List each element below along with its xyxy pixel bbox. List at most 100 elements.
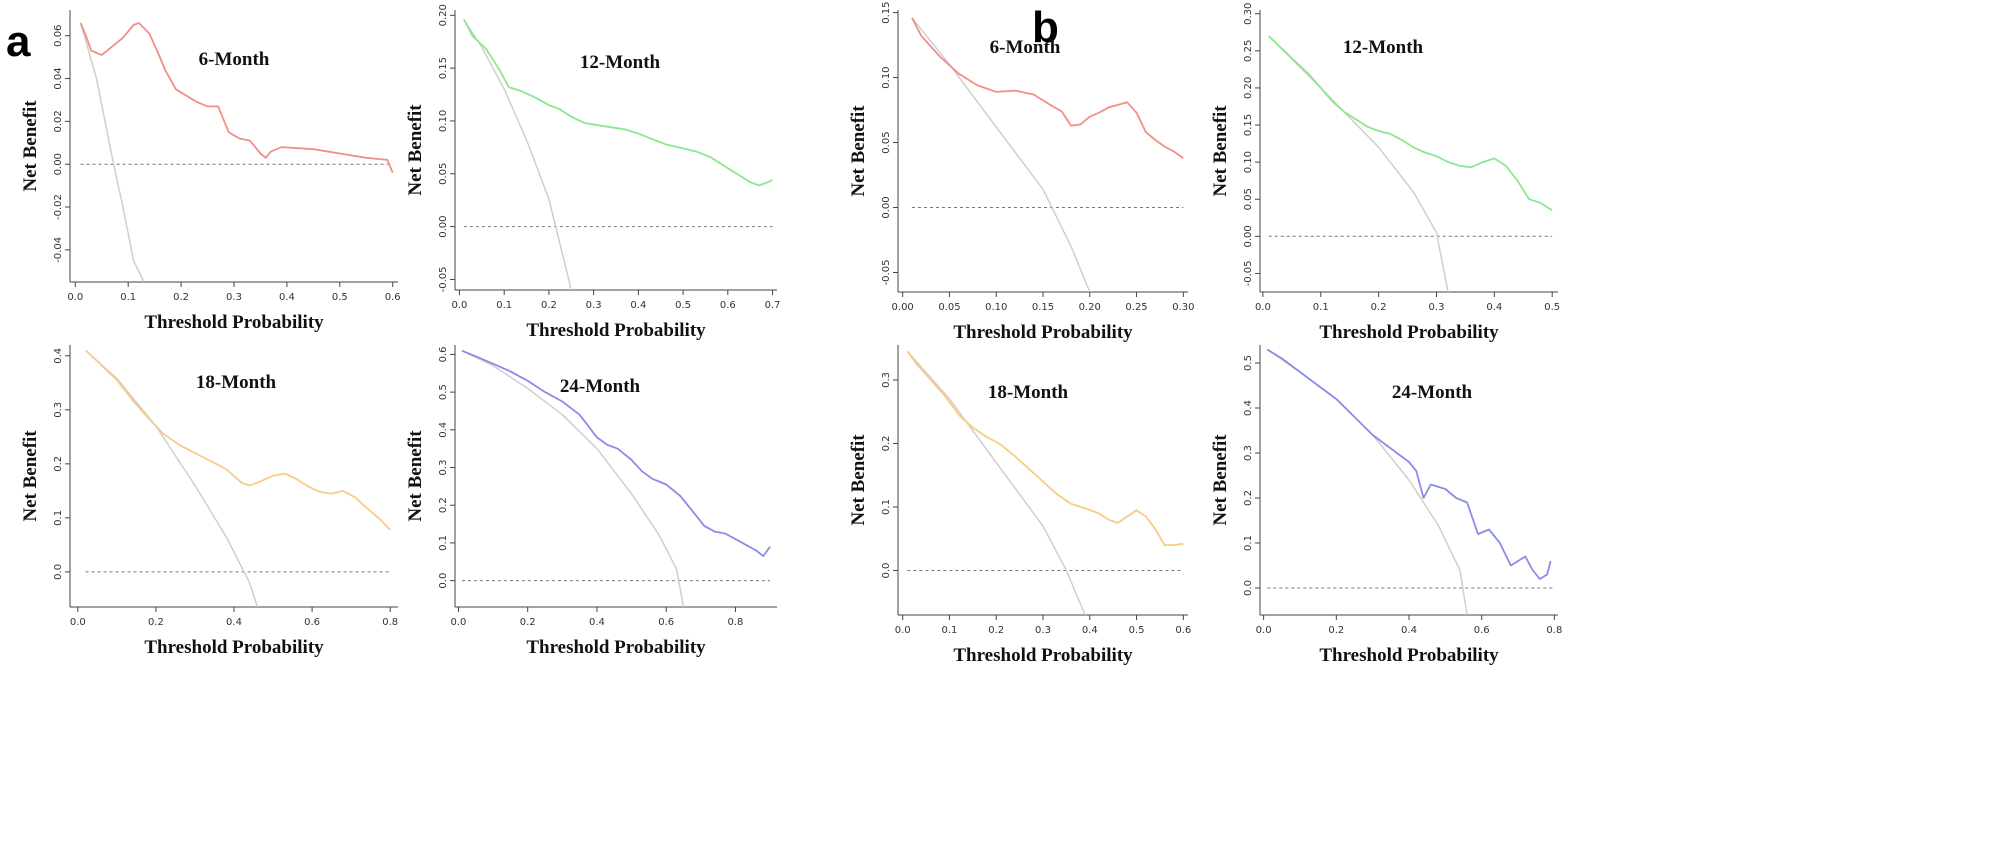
y-tick-label: 0.06 <box>53 25 64 47</box>
y-tick-label: 0.5 <box>1243 355 1254 371</box>
x-axis-title: Threshold Probability <box>526 320 706 341</box>
y-tick-label: 0.2 <box>881 436 892 452</box>
x-tick-label: 0.4 <box>1401 625 1417 636</box>
y-tick-label: 0.10 <box>438 110 449 132</box>
y-tick-label: 0.2 <box>438 497 449 513</box>
x-tick-label: 0.8 <box>727 617 743 628</box>
y-tick-label: 0.30 <box>1243 3 1254 25</box>
chart-a-18-month: 0.0 0.2 0.4 0.6 0.8 0.0 0.1 0.2 0.3 0.4 Threshold … <box>20 345 398 658</box>
y-tick-label: 0.15 <box>881 1 892 23</box>
x-tick-label: 0.20 <box>1079 302 1101 313</box>
x-tick-label: 0.7 <box>765 300 781 311</box>
y-tick-label: 0.3 <box>881 372 892 388</box>
x-tick-label: 0.2 <box>520 617 536 628</box>
x-tick-label: 0.05 <box>938 302 960 313</box>
x-tick-label: 0.4 <box>589 617 605 628</box>
series-line-treat-all <box>911 17 1091 292</box>
chart-title: 6-Month <box>199 49 270 70</box>
y-tick-label: 0.5 <box>438 384 449 400</box>
y-axis-title: Net Benefit <box>848 105 869 197</box>
x-tick-label: 0.0 <box>451 617 467 628</box>
y-tick-label: -0.05 <box>438 266 449 292</box>
x-tick-label: 0.6 <box>1474 625 1490 636</box>
series-line-treat-all <box>85 349 259 607</box>
series-line-model <box>461 349 771 557</box>
x-tick-label: 0.1 <box>496 300 512 311</box>
series-line-model <box>1266 348 1552 580</box>
charts-group: 0.0 0.1 0.2 0.3 0.4 0.5 0.6 -0.04 -0.02 0.00 0.02 0… <box>20 1 1562 666</box>
y-axis-title: Net Benefit <box>405 104 426 196</box>
x-tick-label: 0.00 <box>892 302 914 313</box>
chart-title: 12-Month <box>1343 37 1424 58</box>
x-tick-label: 0.25 <box>1125 302 1147 313</box>
x-axis-title: Threshold Probability <box>1319 322 1499 343</box>
x-tick-label: 0.5 <box>1129 625 1145 636</box>
x-tick-label: 0.30 <box>1172 302 1194 313</box>
y-tick-label: 0.1 <box>53 510 64 526</box>
x-tick-label: 0.6 <box>720 300 736 311</box>
y-tick-label: 0.4 <box>53 348 64 364</box>
x-tick-label: 0.5 <box>1544 302 1560 313</box>
x-tick-label: 0.6 <box>658 617 674 628</box>
y-tick-label: 0.1 <box>1243 535 1254 551</box>
y-tick-label: 0.04 <box>53 67 64 89</box>
y-tick-label: 0.6 <box>438 346 449 362</box>
y-tick-label: 0.1 <box>881 499 892 515</box>
series-line-model <box>906 350 1184 546</box>
y-tick-label: 0.0 <box>438 573 449 589</box>
series-line-model <box>463 19 773 187</box>
y-tick-label: -0.05 <box>1243 261 1254 287</box>
x-tick-label: 0.8 <box>1546 625 1562 636</box>
y-tick-label: 0.00 <box>438 215 449 237</box>
series-line-model <box>84 349 391 531</box>
x-tick-label: 0.5 <box>332 292 348 303</box>
chart-title: 12-Month <box>580 52 661 73</box>
y-tick-label: 0.0 <box>881 563 892 579</box>
x-tick-label: 0.1 <box>1313 302 1329 313</box>
y-tick-label: 0.2 <box>53 456 64 472</box>
series-line-treat-all <box>79 22 145 282</box>
chart-b-6-month: 0.00 0.05 0.10 0.15 0.20 0.25 0.30 -0.05 0.00 0.0… <box>848 1 1194 343</box>
x-tick-label: 0.0 <box>67 292 83 303</box>
x-axis-title: Threshold Probability <box>1319 645 1499 666</box>
chart-title: 18-Month <box>988 382 1069 403</box>
series-line-model <box>79 21 394 174</box>
y-tick-label: 0.05 <box>1243 188 1254 210</box>
x-tick-label: 0.0 <box>1255 302 1271 313</box>
series-line-model <box>911 17 1184 159</box>
y-axis-title: Net Benefit <box>1210 105 1231 197</box>
y-tick-label: 0.20 <box>438 4 449 26</box>
y-tick-label: 0.10 <box>1243 151 1254 173</box>
x-axis-title: Threshold Probability <box>144 312 324 333</box>
chart-title: 24-Month <box>560 376 641 397</box>
x-tick-label: 0.0 <box>895 625 911 636</box>
y-tick-label: 0.00 <box>1243 225 1254 247</box>
x-tick-label: 0.2 <box>541 300 557 311</box>
x-tick-label: 0.6 <box>385 292 401 303</box>
x-axis-title: Threshold Probability <box>953 645 1133 666</box>
chart-a-6-month: 0.0 0.1 0.2 0.3 0.4 0.5 0.6 -0.04 -0.02 0.00 0.02 0… <box>20 10 401 333</box>
x-tick-label: 0.6 <box>1175 625 1191 636</box>
x-tick-label: 0.8 <box>382 617 398 628</box>
y-axis-title: Net Benefit <box>20 430 41 522</box>
y-tick-label: 0.05 <box>438 163 449 185</box>
series-line-model <box>1268 35 1553 212</box>
y-tick-label: 0.20 <box>1243 77 1254 99</box>
y-tick-label: -0.04 <box>53 237 64 263</box>
y-axis-title: Net Benefit <box>848 434 869 526</box>
y-tick-label: 0.1 <box>438 535 449 551</box>
y-tick-label: 0.3 <box>53 402 64 418</box>
y-tick-label: 0.05 <box>881 131 892 153</box>
y-tick-label: 0.0 <box>1243 580 1254 596</box>
chart-a-12-month: 0.0 0.1 0.2 0.3 0.4 0.5 0.6 0.7 -0.05 0.00 0.05 0.1… <box>405 4 780 341</box>
x-tick-label: 0.10 <box>985 302 1007 313</box>
series-line-treat-all <box>461 350 685 607</box>
chart-a-24-month: 0.0 0.2 0.4 0.6 0.8 0.0 0.1 0.2 0.3 0.4 0.5 0.6 Thre… <box>405 345 777 658</box>
y-tick-label: 0.02 <box>53 110 64 132</box>
panel-label-a: a <box>6 17 31 66</box>
x-tick-label: 0.1 <box>941 625 957 636</box>
y-axis-title: Net Benefit <box>405 430 426 522</box>
chart-b-12-month: 0.0 0.1 0.2 0.3 0.4 0.5 -0.05 0.00 0.05 0.10 0.15 0… <box>1210 3 1560 343</box>
